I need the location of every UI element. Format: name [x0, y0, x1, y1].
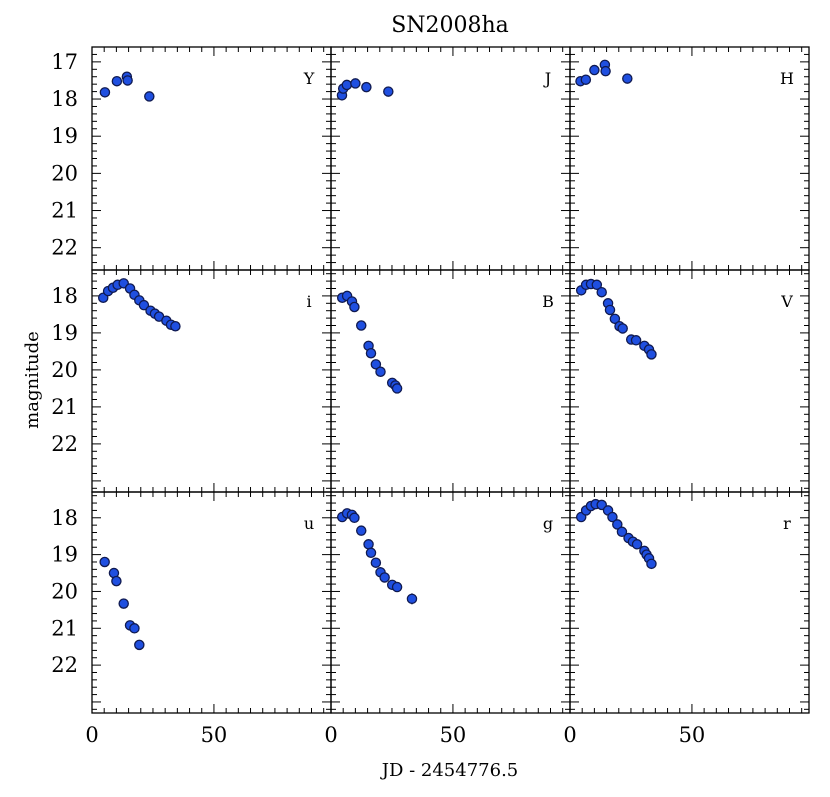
y-tick-label: 19	[51, 543, 78, 567]
x-tick-label: 0	[563, 723, 576, 747]
band-label: u	[304, 514, 314, 533]
y-tick-label: 18	[51, 284, 78, 308]
y-tick-label: 22	[51, 432, 78, 456]
data-point-V	[646, 349, 657, 360]
data-point-g	[365, 547, 377, 559]
y-tick-label: 17	[51, 50, 78, 74]
y-axis-label: magnitude	[22, 331, 43, 429]
y-tick-label: 21	[51, 616, 78, 640]
panel-g: 0 50 g	[324, 491, 571, 747]
panel-frame	[569, 491, 810, 714]
data-point-g	[391, 581, 403, 593]
band-label: J	[543, 69, 551, 88]
panel-frame	[330, 491, 571, 714]
data-point-r	[607, 511, 618, 523]
panel-H: H	[569, 46, 810, 271]
data-point-H	[580, 74, 592, 85]
panel-u: 18 19 20 21 22 0 50 u	[51, 491, 332, 747]
data-point-u	[118, 598, 129, 609]
data-point-B	[375, 366, 386, 377]
panel-Y: 17 18 19 20 21 22 Y	[51, 46, 332, 271]
panel-frame	[330, 269, 571, 493]
data-point-J	[361, 81, 372, 93]
data-point-Y	[122, 75, 133, 86]
panel-r: 0 50 r	[563, 491, 810, 747]
chart-title: SN2008ha	[391, 13, 509, 38]
data-point-B	[391, 383, 403, 394]
data-point-Y	[144, 91, 155, 102]
data-point-u	[134, 639, 145, 651]
y-tick-label: 22	[51, 236, 78, 260]
x-axis-label: JD - 2454776.5	[380, 760, 519, 781]
data-point-B	[349, 301, 360, 313]
x-tick-label: 0	[85, 723, 98, 747]
band-label: i	[306, 292, 311, 311]
data-point-H	[589, 64, 600, 76]
band-label: H	[780, 69, 794, 88]
panel-frame	[569, 46, 810, 271]
data-point-V	[609, 313, 621, 325]
panel-frame	[330, 46, 571, 271]
data-point-H	[600, 65, 611, 77]
panel-J: J	[330, 46, 571, 271]
data-point-J	[350, 78, 361, 89]
band-label: g	[543, 514, 553, 533]
band-label: V	[780, 292, 793, 311]
y-tick-label: 18	[51, 87, 78, 111]
x-tick-label: 50	[440, 723, 467, 747]
data-point-B	[355, 320, 367, 331]
data-point-g	[406, 593, 418, 605]
data-point-Y	[111, 75, 123, 87]
data-point-J	[341, 79, 353, 91]
panel-grid: 17 18 19 20 21 22 Y J H 18 19 20 21 22 i B V 18 19 20 21 22 0 5…	[51, 46, 810, 747]
data-point-r	[616, 526, 628, 538]
x-tick-label: 0	[324, 723, 337, 747]
data-point-J	[383, 86, 394, 97]
y-tick-label: 19	[51, 124, 78, 148]
panel-frame	[91, 269, 332, 493]
band-label: Y	[303, 69, 315, 88]
data-point-g	[379, 572, 390, 583]
data-point-V	[630, 335, 642, 346]
panel-i: 18 19 20 21 22 i	[51, 269, 332, 493]
data-point-g	[349, 512, 360, 524]
panel-B: B	[330, 269, 571, 493]
y-tick-label: 19	[51, 321, 78, 345]
y-tick-label: 20	[51, 358, 78, 382]
data-point-H	[622, 73, 633, 84]
data-point-B	[370, 359, 382, 370]
data-point-V	[596, 286, 607, 298]
data-point-g	[355, 525, 367, 536]
panel-V: V	[569, 269, 810, 493]
data-point-g	[363, 539, 374, 550]
band-label: r	[783, 514, 791, 533]
y-tick-label: 21	[51, 395, 78, 419]
data-point-V	[604, 304, 616, 316]
x-tick-label: 50	[201, 723, 228, 747]
data-point-u	[99, 556, 110, 568]
y-tick-label: 20	[51, 161, 78, 185]
data-point-r	[612, 519, 623, 530]
data-point-V	[617, 323, 628, 334]
data-point-V	[591, 279, 603, 291]
data-point-r	[631, 539, 643, 550]
data-point-u	[129, 623, 140, 634]
x-tick-label: 50	[679, 723, 706, 747]
y-tick-label: 22	[51, 653, 78, 677]
data-point-r	[646, 558, 657, 570]
y-tick-label: 20	[51, 579, 78, 603]
band-label: B	[542, 292, 554, 311]
data-point-u	[111, 575, 122, 587]
data-point-B	[365, 347, 377, 359]
data-point-i	[138, 299, 150, 311]
data-point-Y	[99, 87, 111, 98]
data-point-i	[170, 320, 181, 332]
data-point-g	[370, 557, 382, 568]
y-tick-label: 18	[51, 506, 78, 530]
y-tick-label: 21	[51, 199, 78, 223]
